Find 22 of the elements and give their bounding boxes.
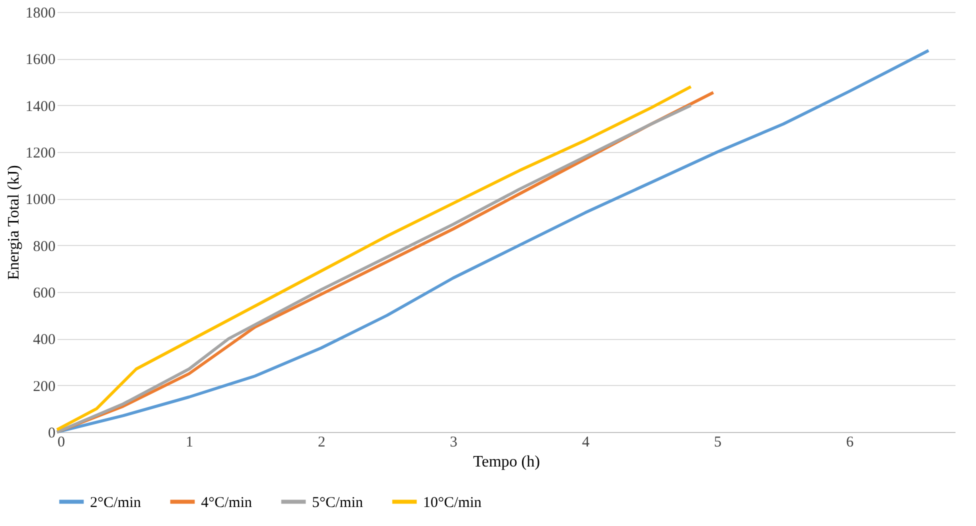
x-tick-label: 3 bbox=[450, 434, 458, 450]
y-tick-label: 1800 bbox=[26, 6, 56, 22]
y-tick-label: 1000 bbox=[26, 192, 56, 208]
line-series bbox=[56, 49, 930, 434]
y-axis-title: Energia Total (kJ) bbox=[6, 165, 22, 280]
legend-label: 5°C/min bbox=[312, 494, 364, 511]
y-tick-label: 1200 bbox=[26, 146, 56, 162]
x-tick-label: 1 bbox=[186, 434, 194, 450]
x-tick-label: 2 bbox=[318, 434, 326, 450]
y-tick-label: 200 bbox=[33, 378, 56, 395]
y-tick-label: 400 bbox=[33, 332, 56, 348]
y-tick-label: 1600 bbox=[26, 52, 56, 68]
legend-label: 10°C/min bbox=[423, 494, 482, 511]
y-tick-label: 1400 bbox=[26, 98, 56, 115]
x-tick-label: 4 bbox=[582, 434, 590, 450]
x-axis-title: Tempo (h) bbox=[473, 454, 540, 470]
y-tick-label: 800 bbox=[33, 238, 56, 255]
y-tick-label: 600 bbox=[33, 286, 56, 302]
legend-label: 2°C/min bbox=[90, 494, 142, 511]
x-tick-label: 5 bbox=[714, 434, 722, 450]
legend-label: 4°C/min bbox=[201, 494, 253, 511]
x-tick-label: 6 bbox=[846, 434, 854, 450]
